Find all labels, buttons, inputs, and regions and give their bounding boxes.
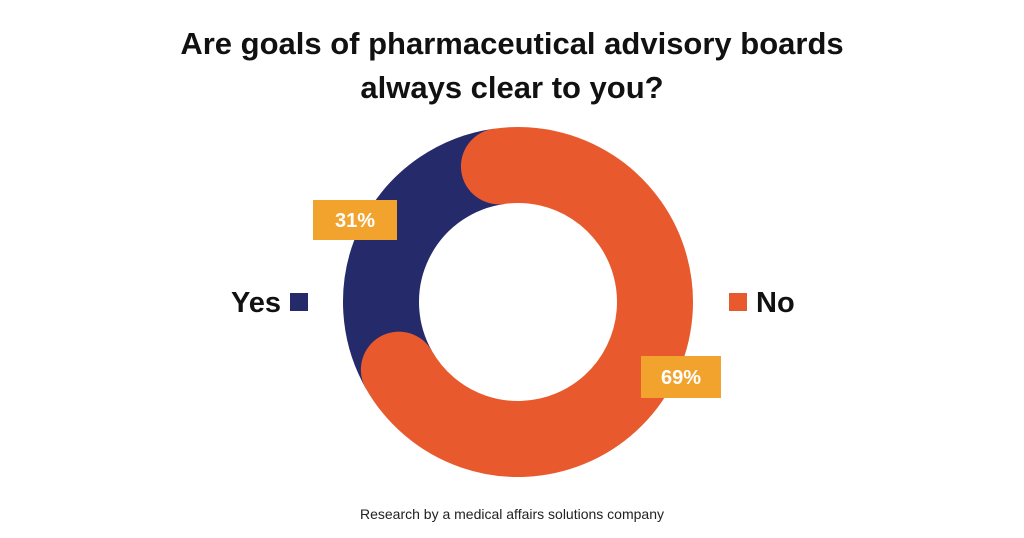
legend-swatch-no bbox=[729, 293, 747, 311]
source-note: Research by a medical affairs solutions … bbox=[359, 506, 664, 522]
legend-item-no: No bbox=[729, 287, 795, 319]
legend-label-yes: Yes bbox=[231, 287, 281, 319]
donut-slices bbox=[343, 127, 693, 477]
value-label-text: 31% bbox=[335, 210, 375, 232]
legend-item-yes: Yes bbox=[231, 287, 308, 319]
value-label-no: 69% bbox=[641, 356, 721, 398]
value-label-text: 69% bbox=[661, 367, 701, 389]
value-label-box bbox=[313, 200, 397, 240]
slice-no bbox=[360, 127, 693, 477]
value-label-yes: 31% bbox=[313, 200, 397, 240]
legend-label-no: No bbox=[756, 287, 795, 319]
chart-title: Are goals of pharmaceutical advisory boa… bbox=[0, 22, 1024, 110]
chart-legend: Yes No bbox=[231, 287, 795, 319]
chart-title-line-1: Are goals of pharmaceutical advisory boa… bbox=[180, 26, 844, 61]
value-label-box bbox=[641, 356, 721, 398]
legend-swatch-yes bbox=[290, 293, 308, 311]
donut-value-labels: 31% 69% bbox=[313, 200, 721, 398]
chart-title-line-2: always clear to you? bbox=[360, 70, 664, 105]
